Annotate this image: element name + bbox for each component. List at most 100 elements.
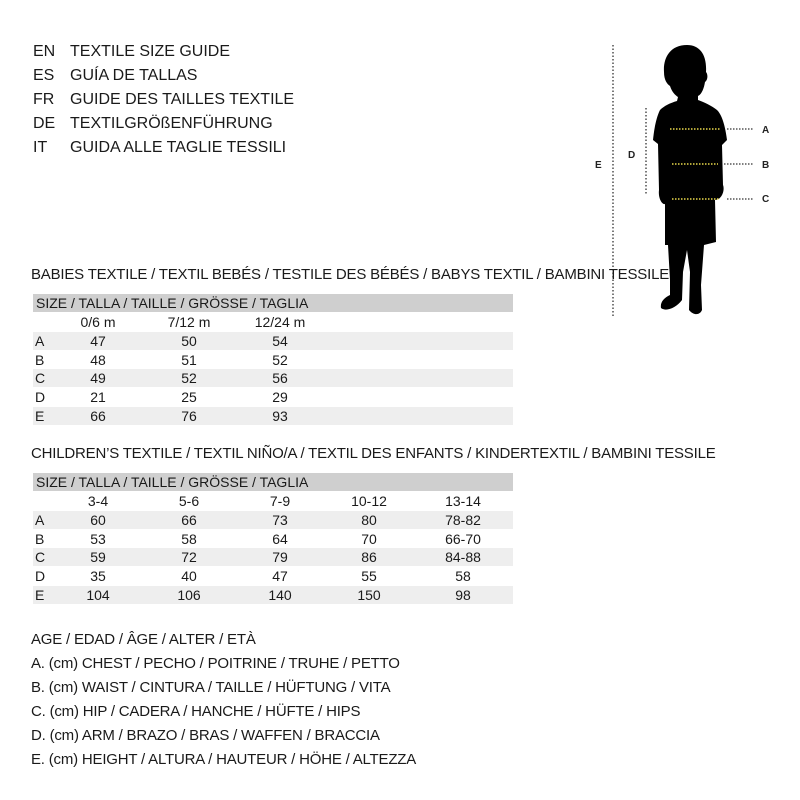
- table-cell: 25: [181, 389, 197, 406]
- legend-line: D. (cm) ARM / BRAZO / BRAS / WAFFEN / BR…: [31, 727, 380, 744]
- table-row: D 35 40 47 55 58: [33, 567, 513, 585]
- table-cell: 150: [357, 586, 381, 603]
- legend-line: E. (cm) HEIGHT / ALTURA / HAUTEUR / HÖHE…: [31, 751, 417, 768]
- child-silhouette-figure: E D A B C: [595, 45, 769, 318]
- table-cell: 70: [361, 530, 377, 547]
- table-cell: 80: [361, 512, 377, 528]
- table-cell: 52: [272, 351, 288, 368]
- table-cell: 98: [455, 586, 471, 603]
- language-code: IT: [33, 139, 48, 156]
- row-label: D: [35, 568, 46, 585]
- table-cell: 56: [272, 370, 288, 387]
- table-cell: 66: [181, 512, 197, 528]
- table-cell: 66-70: [445, 530, 481, 547]
- table-cell: 73: [272, 512, 288, 528]
- table-cell: 93: [272, 407, 288, 424]
- children-table-title: CHILDREN’S TEXTILE / TEXTIL NIÑO/A / TEX…: [31, 445, 716, 462]
- column-header-row: 0/6 m 7/12 m 12/24 m: [33, 313, 513, 331]
- table-cell: 64: [272, 530, 288, 547]
- table-cell: 54: [272, 333, 288, 349]
- label-d: D: [628, 150, 635, 161]
- column-header-row: 3-4 5-6 7-9 10-12 13-14: [33, 492, 513, 510]
- language-title: GUIDA ALLE TAGLIE TESSILI: [70, 139, 287, 156]
- table-cell: 47: [272, 568, 288, 585]
- table-cell: 29: [272, 389, 288, 406]
- column-header: 5-6: [178, 493, 200, 509]
- table-cell: 21: [90, 389, 106, 406]
- row-label: A: [35, 512, 45, 528]
- label-a: A: [762, 125, 769, 136]
- table-cell: 60: [90, 512, 106, 528]
- table-cell: 66: [90, 407, 106, 424]
- size-header-label: SIZE / TALLA / TAILLE / GRÖSSE / TAGLIA: [36, 474, 309, 490]
- table-cell: 59: [90, 549, 106, 566]
- table-row: A 60 66 73 80 78-82: [33, 511, 513, 529]
- column-header: 12/24 m: [254, 314, 306, 330]
- row-label: C: [35, 549, 46, 566]
- label-e: E: [595, 160, 602, 171]
- table-cell: 84-88: [445, 549, 481, 566]
- table-cell: 40: [181, 568, 197, 585]
- table-cell: 79: [272, 549, 288, 566]
- table-cell: 58: [181, 530, 197, 547]
- table-row: B 53 58 64 70 66-70: [33, 530, 513, 548]
- row-label: B: [35, 351, 45, 368]
- size-header-bar: SIZE / TALLA / TAILLE / GRÖSSE / TAGLIA: [33, 294, 513, 312]
- column-header: 3-4: [87, 493, 109, 509]
- legend-line: C. (cm) HIP / CADERA / HANCHE / HÜFTE / …: [31, 703, 361, 720]
- table-cell: 55: [361, 568, 377, 585]
- language-code: DE: [33, 115, 56, 132]
- table-cell: 35: [90, 568, 106, 585]
- row-label: B: [35, 530, 45, 547]
- table-row: C 49 52 56: [33, 369, 513, 388]
- language-title: TEXTILGRÖßENFÜHRUNG: [70, 115, 273, 132]
- column-header: 10-12: [351, 493, 387, 509]
- table-cell: 52: [181, 370, 197, 387]
- column-header: 13-14: [445, 493, 481, 509]
- language-title: GUIDE DES TAILLES TEXTILE: [70, 91, 295, 108]
- table-cell: 104: [86, 586, 110, 603]
- column-header: 7-9: [269, 493, 291, 509]
- size-header-label: SIZE / TALLA / TAILLE / GRÖSSE / TAGLIA: [36, 295, 309, 311]
- row-label: C: [35, 370, 46, 387]
- label-c: C: [762, 194, 769, 205]
- column-header: 0/6 m: [80, 314, 116, 330]
- table-row: B 48 51 52: [33, 351, 513, 369]
- legend-line: AGE / EDAD / ÂGE / ALTER / ETÀ: [31, 631, 256, 648]
- table-cell: 106: [177, 586, 201, 603]
- table-cell: 48: [90, 351, 106, 368]
- table-cell: 49: [90, 370, 106, 387]
- table-cell: 72: [181, 549, 197, 566]
- size-header-bar: SIZE / TALLA / TAILLE / GRÖSSE / TAGLIA: [33, 473, 513, 491]
- table-row: D 21 25 29: [33, 388, 513, 406]
- table-cell: 58: [455, 568, 471, 585]
- table-cell: 76: [181, 407, 197, 424]
- language-code: EN: [33, 43, 56, 60]
- table-row: A 47 50 54: [33, 332, 513, 350]
- row-label: E: [35, 407, 45, 424]
- label-b: B: [762, 160, 769, 171]
- table-cell: 47: [90, 333, 106, 349]
- child-silhouette-icon: [653, 45, 727, 315]
- table-cell: 140: [268, 586, 292, 603]
- legend-line: A. (cm) CHEST / PECHO / POITRINE / TRUHE…: [31, 655, 400, 672]
- row-label: D: [35, 389, 46, 406]
- table-cell: 50: [181, 333, 197, 349]
- legend-line: B. (cm) WAIST / CINTURA / TAILLE / HÜFTU…: [31, 679, 391, 696]
- table-cell: 86: [361, 549, 377, 566]
- table-cell: 51: [181, 351, 197, 368]
- column-header: 7/12 m: [167, 314, 211, 330]
- row-label: A: [35, 333, 45, 349]
- row-label: E: [35, 586, 45, 603]
- language-title: TEXTILE SIZE GUIDE: [70, 43, 231, 60]
- table-cell: 78-82: [445, 512, 481, 528]
- table-cell: 53: [90, 530, 106, 547]
- language-title: GUÍA DE TALLAS: [70, 67, 198, 84]
- table-row: E 66 76 93: [33, 406, 513, 425]
- table-row: E 104 106 140 150 98: [33, 585, 513, 604]
- table-row: C 59 72 79 86 84-88: [33, 548, 513, 567]
- babies-table-title: BABIES TEXTILE / TEXTIL BEBÉS / TESTILE …: [31, 266, 670, 283]
- language-code: ES: [33, 67, 55, 84]
- language-code: FR: [33, 91, 55, 108]
